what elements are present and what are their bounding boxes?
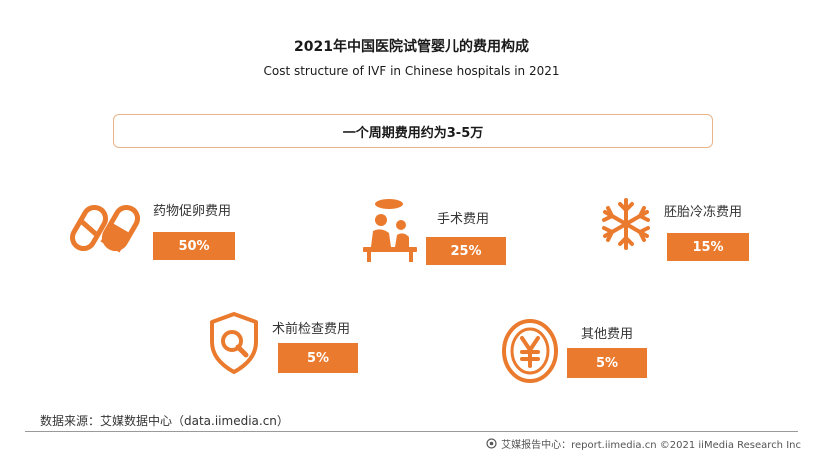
- summary-text: 一个周期费用约为3-5万: [342, 125, 484, 141]
- chart-subtitle: Cost structure of IVF in Chinese hospita…: [263, 64, 560, 78]
- report-center-icon: [486, 438, 497, 449]
- value-label-0: 50%: [153, 232, 235, 260]
- data-source: 数据来源：艾媒数据中心（data.iimedia.cn）: [40, 414, 289, 428]
- search-shield-icon: [210, 312, 258, 374]
- footer-text: 艾媒报告中心：report.iimedia.cn ©2021 iiMedia R…: [501, 440, 801, 451]
- category-label-0: 药物促卵费用: [153, 204, 232, 219]
- footer-divider: [25, 431, 798, 432]
- value-label-4: 5%: [567, 348, 647, 378]
- category-label-2: 胚胎冷冻费用: [664, 205, 743, 220]
- category-label-4: 其他费用: [581, 327, 634, 342]
- value-label-3: 5%: [278, 343, 358, 373]
- value-label-1: 25%: [426, 237, 506, 265]
- surgery-icon: [363, 199, 417, 262]
- category-label-3: 术前检查费用: [272, 322, 351, 337]
- footer: 艾媒报告中心：report.iimedia.cn ©2021 iiMedia R…: [486, 436, 801, 451]
- yuan-coin-icon: [502, 319, 558, 383]
- snowflake-icon: [602, 198, 650, 250]
- pills-icon: [70, 204, 140, 253]
- value-label-2: 15%: [667, 233, 749, 261]
- category-label-1: 手术费用: [437, 212, 490, 227]
- chart-title: 2021年中国医院试管婴儿的费用构成: [294, 39, 529, 55]
- summary-banner: 一个周期费用约为3-5万: [113, 114, 713, 148]
